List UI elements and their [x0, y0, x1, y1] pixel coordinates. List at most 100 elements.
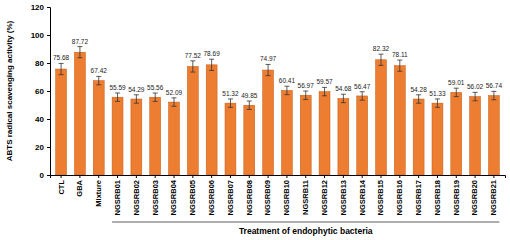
- x-tick-label: GBA: [75, 179, 84, 196]
- x-tick: NGSRB15: [376, 175, 385, 215]
- y-tick-mark: [47, 35, 50, 36]
- plot-marks: [56, 47, 500, 175]
- data-labels: 75.6887.7267.4255.5954.2955.5652.0977.52…: [53, 38, 502, 99]
- x-tick-label: NGSRB05: [188, 180, 197, 215]
- data-label: 78.69: [203, 50, 220, 57]
- bar: [300, 95, 311, 175]
- bar: [150, 97, 161, 175]
- data-label: 56.97: [298, 82, 315, 89]
- bar: [244, 105, 255, 175]
- error-bar: [115, 93, 120, 101]
- data-label: 59.57: [316, 78, 333, 85]
- x-tick-label: NGSRB19: [452, 180, 461, 215]
- x-tick: NGSRB19: [452, 175, 461, 215]
- error-cap: [134, 94, 139, 95]
- data-label: 75.68: [53, 54, 70, 61]
- y-tick-mark: [47, 147, 50, 148]
- bar: [394, 66, 405, 175]
- error-stem: [380, 54, 381, 65]
- x-tick-label: NGSRB18: [433, 180, 442, 215]
- x-tick-mark: [343, 175, 344, 178]
- bar: [206, 65, 217, 175]
- bar: [225, 103, 236, 175]
- error-cap: [59, 74, 64, 75]
- error-cap: [266, 64, 271, 65]
- error-cap: [284, 86, 289, 87]
- error-bar: [96, 76, 101, 84]
- error-bar: [416, 95, 421, 103]
- error-bar: [172, 98, 177, 106]
- x-tick: NGSRB20: [470, 175, 479, 215]
- x-tick-label: NGSRB14: [358, 179, 367, 215]
- y-tick-label: 100: [31, 31, 45, 40]
- y-axis-title: ABTS radical scavenging activity (%): [5, 20, 14, 161]
- error-bar: [435, 99, 440, 107]
- x-tick: NGSRB05: [188, 175, 197, 215]
- error-cap: [378, 65, 383, 66]
- error-stem: [418, 95, 419, 103]
- error-stem: [437, 99, 438, 107]
- x-tick: NGSRB03: [151, 175, 160, 215]
- x-tick-mark: [418, 175, 419, 178]
- error-bar: [190, 61, 195, 72]
- x-tick-label: NGSRB07: [226, 180, 235, 215]
- error-stem: [211, 59, 212, 70]
- data-label: 55.59: [109, 84, 126, 91]
- x-tick-label: NGSRB21: [489, 180, 498, 215]
- data-label: 59.01: [448, 79, 465, 86]
- error-cap: [473, 100, 478, 101]
- x-tick-label: NGSRB12: [320, 180, 329, 215]
- error-bar: [134, 95, 139, 103]
- bar: [281, 90, 292, 175]
- error-cap: [134, 103, 139, 104]
- x-tick-mark: [174, 175, 175, 178]
- error-cap: [341, 102, 346, 103]
- error-bar: [454, 88, 459, 96]
- y-tick-label: 120: [31, 3, 45, 12]
- bar: [112, 97, 123, 175]
- data-label: 54.28: [410, 86, 427, 93]
- bar: [432, 103, 443, 175]
- error-cap: [491, 99, 496, 100]
- error-stem: [61, 63, 62, 74]
- error-stem: [362, 92, 363, 100]
- x-tick-label: NGSRB20: [470, 180, 479, 215]
- error-cap: [209, 70, 214, 71]
- error-cap: [397, 71, 402, 72]
- x-tick: NGSRB02: [132, 175, 141, 215]
- error-stem: [456, 88, 457, 96]
- error-cap: [172, 97, 177, 98]
- data-label: 56.47: [354, 83, 371, 90]
- error-bar: [228, 99, 233, 107]
- error-bar: [341, 94, 346, 102]
- bar: [413, 99, 424, 175]
- error-cap: [153, 93, 158, 94]
- error-stem: [174, 98, 175, 106]
- x-tick-mark: [475, 175, 476, 178]
- x-tick-mark: [192, 175, 193, 178]
- x-tick-label: NGSRB09: [263, 180, 272, 215]
- x-tick-label: NGSRB02: [132, 180, 141, 215]
- error-cap: [435, 107, 440, 108]
- error-bar: [153, 93, 158, 101]
- error-bar: [303, 91, 308, 99]
- y-tick-mark: [47, 91, 50, 92]
- y-tick-mark: [47, 63, 50, 64]
- x-tick: NGSRB14: [358, 175, 367, 215]
- x-tick: NGSRB01: [113, 175, 122, 215]
- x-tick-mark: [268, 175, 269, 178]
- data-label: 55.56: [147, 84, 164, 91]
- data-label: 78.11: [392, 51, 408, 58]
- error-cap: [397, 60, 402, 61]
- error-cap: [416, 103, 421, 104]
- error-cap: [190, 72, 195, 73]
- x-tick: Mixture: [94, 175, 103, 207]
- x-tick-mark: [136, 175, 137, 178]
- x-tick-label: NGSRB11: [301, 180, 310, 215]
- error-bar: [59, 63, 64, 74]
- x-tick: NGSRB21: [489, 175, 498, 215]
- x-tick: NGSRB07: [226, 175, 235, 215]
- error-cap: [322, 95, 327, 96]
- data-label: 51.33: [429, 90, 446, 97]
- y-tick-label: 60: [35, 87, 44, 96]
